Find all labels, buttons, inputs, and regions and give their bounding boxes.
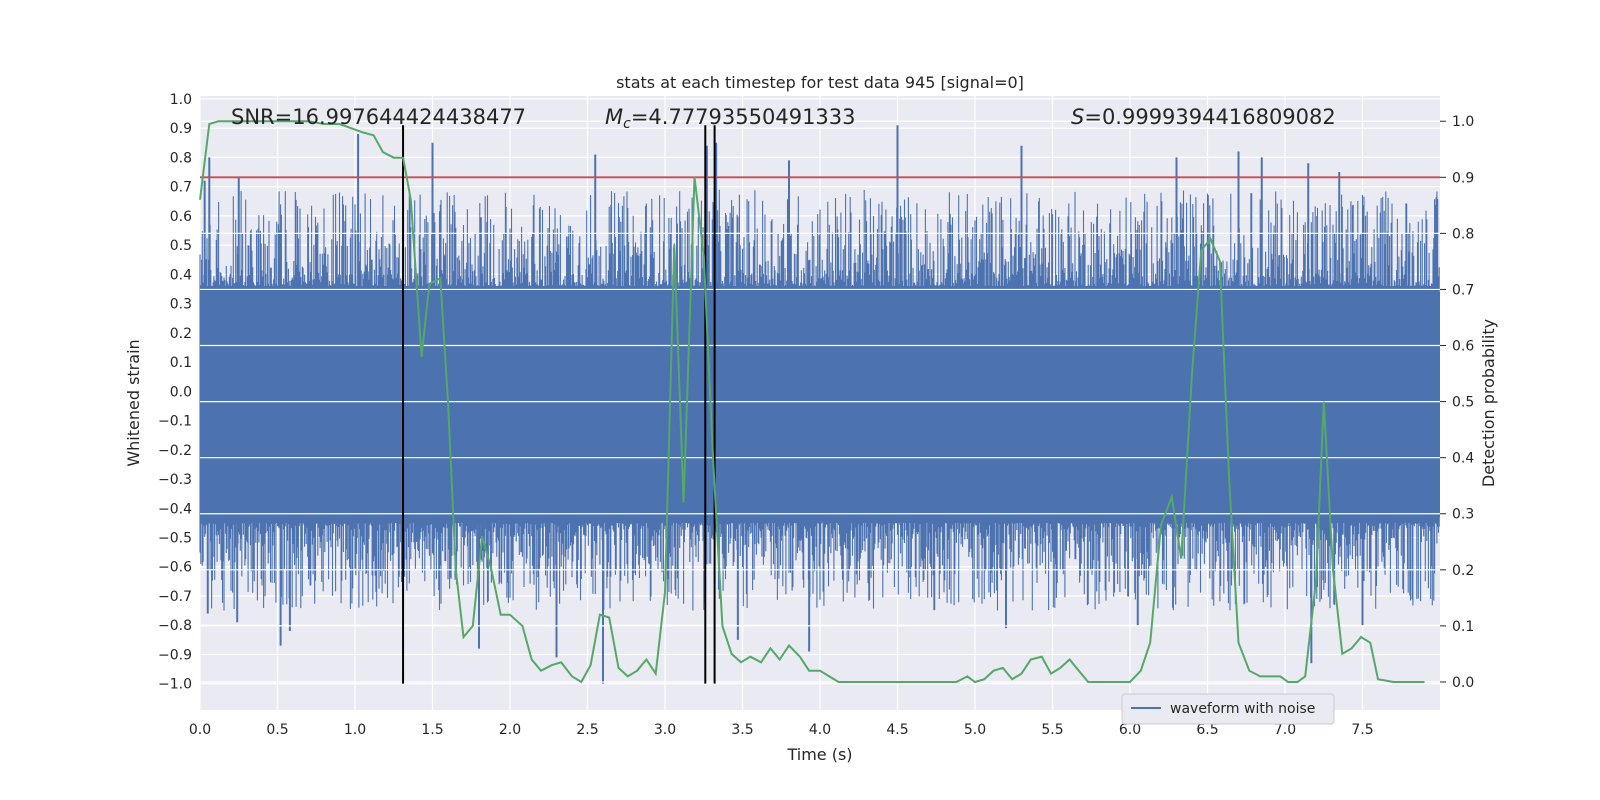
y-tick-label: −0.2	[158, 443, 192, 459]
y-tick-label: −0.6	[158, 560, 192, 576]
snr-annotation: SNR=16.997644424438477	[231, 105, 526, 129]
y-tick-label: −0.4	[158, 501, 192, 517]
x-tick-label: 2.0	[499, 722, 521, 738]
x-tick-label: 3.0	[654, 722, 676, 738]
x-tick-labels: 0.0 0.5 1.0 1.5 2.0 2.5 3.0 3.5 4.0 4.5 5.0 5.5 6.0 6…	[189, 722, 1374, 738]
y2-tick-label: 0.8	[1452, 226, 1474, 242]
x-tick-label: 3.5	[731, 722, 753, 738]
y-tick-label: 0.2	[170, 326, 192, 342]
mc-subscript: c	[623, 116, 631, 132]
y2-tick-label: 0.3	[1452, 507, 1474, 523]
y-tick-labels: 1.0 0.9 0.8 0.7 0.6 0.5 0.4 0.3 0.2 0.1 0.0 −0.1 −0.…	[158, 92, 192, 693]
y-tick-label: 0.4	[170, 267, 192, 283]
waveform-series	[199, 125, 1440, 684]
y2-tick-label: 0.2	[1452, 563, 1474, 579]
x-tick-label: 4.5	[886, 722, 908, 738]
y-tick-label: −0.5	[158, 530, 192, 546]
x-tick-label: 7.0	[1274, 722, 1296, 738]
marker-lines	[402, 125, 716, 684]
y2-tick-label: 0.6	[1452, 339, 1474, 355]
s-value: =0.9999394416809082	[1084, 105, 1335, 129]
s-annotation: S=0.9999394416809082	[1071, 105, 1336, 129]
y2-axis-label: Detection probability	[1479, 319, 1498, 487]
y-axis-label: Whitened strain	[124, 339, 143, 466]
y-tick-label: −0.1	[158, 414, 192, 430]
y2-tick-labels: 0.0 0.1 0.2 0.3 0.4 0.5 0.6 0.7 0.8 0.9 1.0	[1440, 114, 1474, 691]
y-tick-label: 0.5	[170, 238, 192, 254]
x-tick-label: 4.0	[809, 722, 831, 738]
y-tick-label: −0.9	[158, 647, 192, 663]
y2-tick-label: 0.4	[1452, 451, 1474, 467]
y-tick-label: −0.8	[158, 618, 192, 634]
x-tick-label: 6.0	[1119, 722, 1141, 738]
y-tick-label: 0.8	[170, 150, 192, 166]
x-tick-label: 5.0	[964, 722, 986, 738]
y-tick-label: 0.1	[170, 355, 192, 371]
waveform-noise	[199, 189, 1440, 611]
x-tick-label: 7.5	[1351, 722, 1373, 738]
probability-series	[199, 120, 1425, 684]
x-tick-label: 1.0	[344, 722, 366, 738]
x-tick-label: 6.5	[1196, 722, 1218, 738]
s-symbol: S	[1071, 105, 1084, 129]
y-tick-label: −0.7	[158, 589, 192, 605]
y-tick-label: 0.9	[170, 121, 192, 137]
mc-value: =4.77793550491333	[631, 105, 856, 129]
chart-title: stats at each timestep for test data 945…	[616, 73, 1024, 92]
y2-tick-label: 0.1	[1452, 619, 1474, 635]
y2-tick-label: 0.5	[1452, 395, 1474, 411]
y2-tick-label: 0.7	[1452, 282, 1474, 298]
y2-tick-label: 0.9	[1452, 170, 1474, 186]
y-tick-label: −1.0	[158, 677, 192, 693]
x-axis-label: Time (s)	[786, 745, 852, 764]
mc-annotation: Mc=4.77793550491333	[605, 105, 856, 132]
y-tick-label: 0.0	[170, 384, 192, 400]
y-tick-label: 0.7	[170, 180, 192, 196]
y-tick-label: −0.3	[158, 472, 192, 488]
x-tick-label: 0.5	[266, 722, 288, 738]
y2-tick-label: 0.0	[1452, 675, 1474, 691]
x-tick-label: 2.5	[576, 722, 598, 738]
x-tick-label: 0.0	[189, 722, 211, 738]
y-tick-label: 0.6	[170, 209, 192, 225]
legend-entry: waveform with noise	[1170, 701, 1315, 717]
y-tick-label: 1.0	[170, 92, 192, 108]
x-tick-label: 1.5	[421, 722, 443, 738]
mc-symbol: M	[605, 105, 623, 129]
y-tick-label: 0.3	[170, 297, 192, 313]
legend-box	[1121, 693, 1335, 725]
y2-tick-label: 1.0	[1452, 114, 1474, 130]
legend: waveform with noise	[1121, 693, 1335, 725]
x-tick-label: 5.5	[1041, 722, 1063, 738]
probability-line	[199, 120, 1425, 684]
